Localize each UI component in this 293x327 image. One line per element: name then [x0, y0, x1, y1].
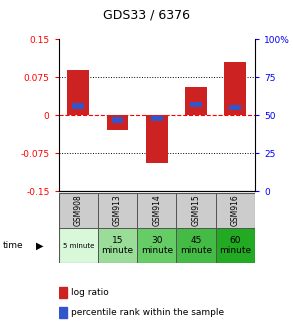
Text: 60
minute: 60 minute [219, 236, 251, 255]
Bar [137, 193, 176, 228]
Bar [67, 70, 89, 115]
Text: GSM916: GSM916 [231, 195, 240, 226]
Bar [146, 115, 168, 164]
Bar [98, 193, 137, 228]
Text: time: time [3, 241, 23, 250]
Bar [137, 228, 176, 263]
Text: 15
minute: 15 minute [101, 236, 134, 255]
Text: percentile rank within the sample: percentile rank within the sample [71, 308, 224, 317]
Bar [229, 105, 241, 111]
Bar [98, 228, 137, 263]
Bar [59, 228, 98, 263]
Bar [176, 228, 216, 263]
Text: log ratio: log ratio [71, 288, 109, 297]
Bar [107, 115, 128, 130]
Text: GSM913: GSM913 [113, 195, 122, 226]
Bar [224, 62, 246, 115]
Bar [190, 102, 202, 107]
Bar [72, 103, 84, 109]
Text: 5 minute: 5 minute [62, 243, 94, 249]
Bar [112, 117, 123, 123]
Bar [176, 193, 216, 228]
Text: GSM908: GSM908 [74, 195, 83, 226]
Bar [59, 307, 67, 318]
Text: ▶: ▶ [36, 241, 43, 251]
Text: GDS33 / 6376: GDS33 / 6376 [103, 8, 190, 21]
Bar [59, 286, 67, 298]
Text: 30
minute: 30 minute [141, 236, 173, 255]
Text: GSM915: GSM915 [192, 195, 200, 226]
Bar [216, 193, 255, 228]
Text: 45
minute: 45 minute [180, 236, 212, 255]
Bar [185, 87, 207, 115]
Bar [59, 193, 98, 228]
Bar [151, 115, 163, 121]
Text: GSM914: GSM914 [152, 195, 161, 226]
Bar [216, 228, 255, 263]
